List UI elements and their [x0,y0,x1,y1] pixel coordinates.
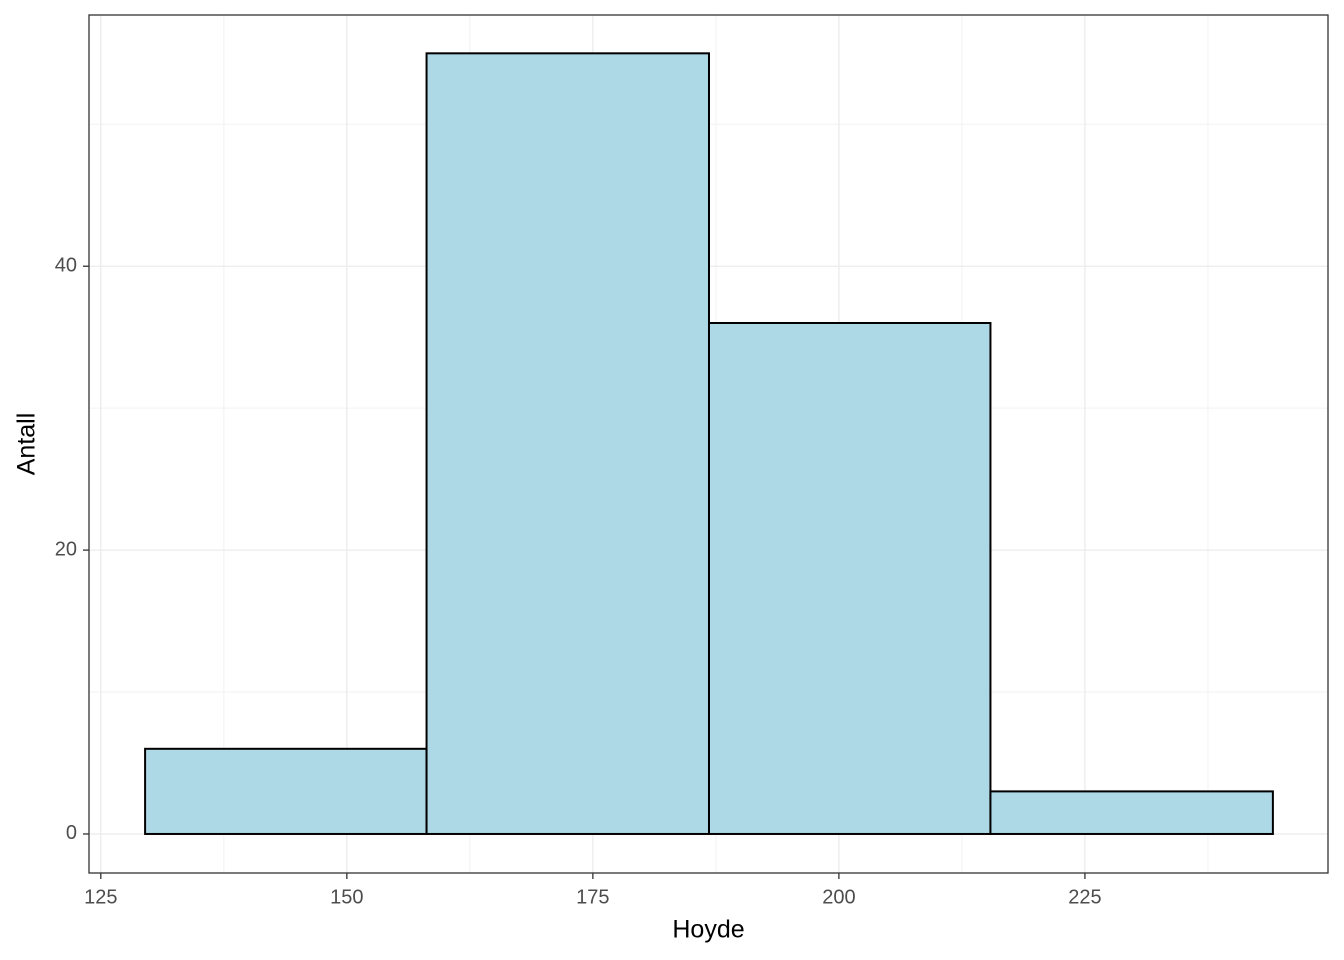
x-tick-label: 125 [84,886,117,908]
x-tick-label: 175 [576,886,609,908]
bar [144,747,428,835]
bars [144,52,1274,835]
y-tick-label: 40 [55,255,77,277]
panel-border [88,14,1329,874]
x-axis-title: Hoyde [672,916,744,944]
bar [989,790,1274,835]
x-tick-label: 225 [1068,886,1101,908]
axes: 125 150 175 200 225 0 20 40 [55,255,1102,909]
bar [425,52,710,835]
y-axis-title: Antall [13,413,41,476]
x-tick-label: 200 [822,886,855,908]
y-tick-label: 20 [55,538,77,560]
y-tick-label: 0 [66,822,77,844]
bar [707,322,992,835]
x-tick-label: 150 [330,886,363,908]
